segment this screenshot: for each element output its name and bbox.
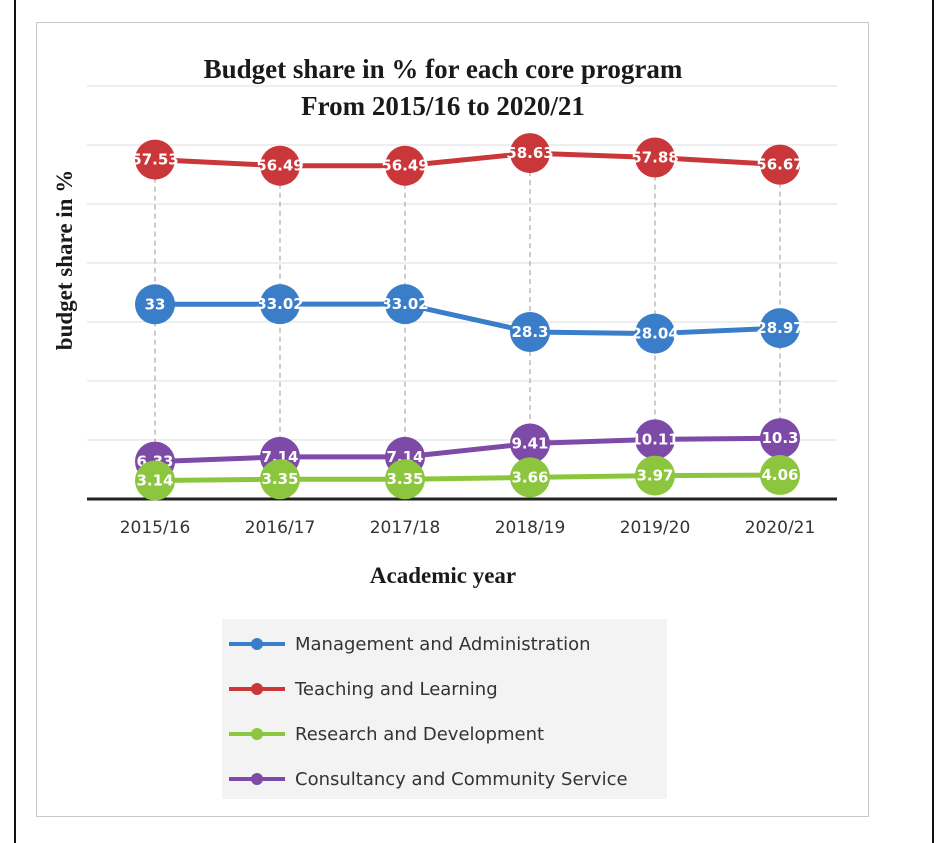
data-label: 58.63 <box>506 144 553 162</box>
series-line <box>154 472 781 483</box>
x-tick-label: 2019/20 <box>620 518 691 538</box>
grid <box>87 85 837 441</box>
data-point <box>135 284 175 325</box>
legend-item: Research and Development <box>229 724 544 745</box>
data-point <box>760 308 800 349</box>
data-label: 56.67 <box>756 156 803 174</box>
data-label: 33 <box>145 295 166 313</box>
data-label: 3.97 <box>636 467 673 485</box>
data-point <box>385 459 425 500</box>
data-point <box>510 312 550 353</box>
data-label: 33.02 <box>256 295 303 313</box>
data-label: 3.14 <box>136 471 173 489</box>
x-tick-label: 2015/16 <box>120 518 191 538</box>
data-label: 33.02 <box>381 295 428 313</box>
legend-item: Teaching and Learning <box>229 679 498 700</box>
data-label: 28.3 <box>511 323 548 341</box>
data-point <box>635 137 675 178</box>
series-line <box>154 150 781 169</box>
legend-label: Consultancy and Community Service <box>295 769 628 790</box>
legend-swatch-marker <box>251 773 263 785</box>
data-point <box>760 144 800 185</box>
data-point <box>635 313 675 354</box>
x-tick-label: 2017/18 <box>370 518 441 538</box>
data-point <box>135 139 175 180</box>
data-label: 10.11 <box>631 430 678 448</box>
data-label: 28.97 <box>756 319 803 337</box>
data-label: 9.41 <box>511 434 548 452</box>
legend-swatch-marker <box>251 683 263 695</box>
legend-item: Management and Administration <box>229 634 591 655</box>
data-label: 7.14 <box>261 448 298 466</box>
series-line <box>154 435 781 465</box>
drop-lines <box>154 153 781 499</box>
data-label: 56.49 <box>381 157 428 175</box>
data-label: 56.49 <box>256 157 303 175</box>
series-2: 3.14 3.35 3.35 3.66 3.97 4.06 <box>135 455 800 501</box>
legend-label: Research and Development <box>295 724 544 745</box>
data-point <box>260 459 300 500</box>
legend-box <box>222 619 667 799</box>
data-point <box>635 455 675 496</box>
data-point <box>760 455 800 496</box>
data-point <box>135 460 175 501</box>
data-label: 3.35 <box>261 470 298 488</box>
data-label: 3.35 <box>386 470 423 488</box>
data-label: 7.14 <box>386 448 423 466</box>
chart-title: Budget share in % for each core program <box>204 54 683 84</box>
x-tick-label: 2020/21 <box>745 518 816 538</box>
legend-label: Teaching and Learning <box>294 679 498 700</box>
legend-label: Management and Administration <box>295 634 591 655</box>
data-point <box>260 145 300 186</box>
data-point <box>260 284 300 325</box>
x-axis-title: Academic year <box>370 563 516 588</box>
data-point <box>510 423 550 464</box>
data-point <box>385 284 425 325</box>
x-tick-labels: 2015/16 2016/17 2017/18 2018/19 2019/20 2020/… <box>120 518 816 538</box>
data-point <box>510 457 550 498</box>
chart-panel: Budget share in % for each core program … <box>36 22 869 817</box>
data-point <box>760 418 800 459</box>
series-1: 57.53 56.49 56.49 58.63 57.88 56.67 <box>131 133 804 186</box>
series-line <box>154 301 781 337</box>
y-axis-title: budget share in % <box>52 170 77 350</box>
x-tick-label: 2018/19 <box>495 518 566 538</box>
page-frame: Budget share in % for each core program … <box>14 0 934 843</box>
data-point <box>635 419 675 460</box>
data-point <box>510 133 550 174</box>
legend-item: Consultancy and Community Service <box>229 769 628 790</box>
series-0: 33 33.02 33.02 28.3 28.04 28.97 <box>135 284 804 354</box>
data-label: 57.53 <box>131 151 178 169</box>
legend: Management and Administration Teaching an… <box>229 634 628 790</box>
data-label: 4.06 <box>761 466 798 484</box>
legend-swatch-marker <box>251 728 263 740</box>
legend-swatch-marker <box>251 638 263 650</box>
data-label: 28.04 <box>631 325 678 343</box>
chart-subtitle: From 2015/16 to 2020/21 <box>301 91 585 121</box>
line-chart: Budget share in % for each core program … <box>52 54 837 799</box>
data-label: 10.3 <box>761 429 798 447</box>
data-point <box>385 145 425 186</box>
x-tick-label: 2016/17 <box>245 518 316 538</box>
data-label: 3.66 <box>511 468 548 486</box>
series-layer: 57.53 56.49 56.49 58.63 57.88 56.67 33 33.02 33.… <box>131 133 804 501</box>
data-label: 57.88 <box>631 149 678 167</box>
